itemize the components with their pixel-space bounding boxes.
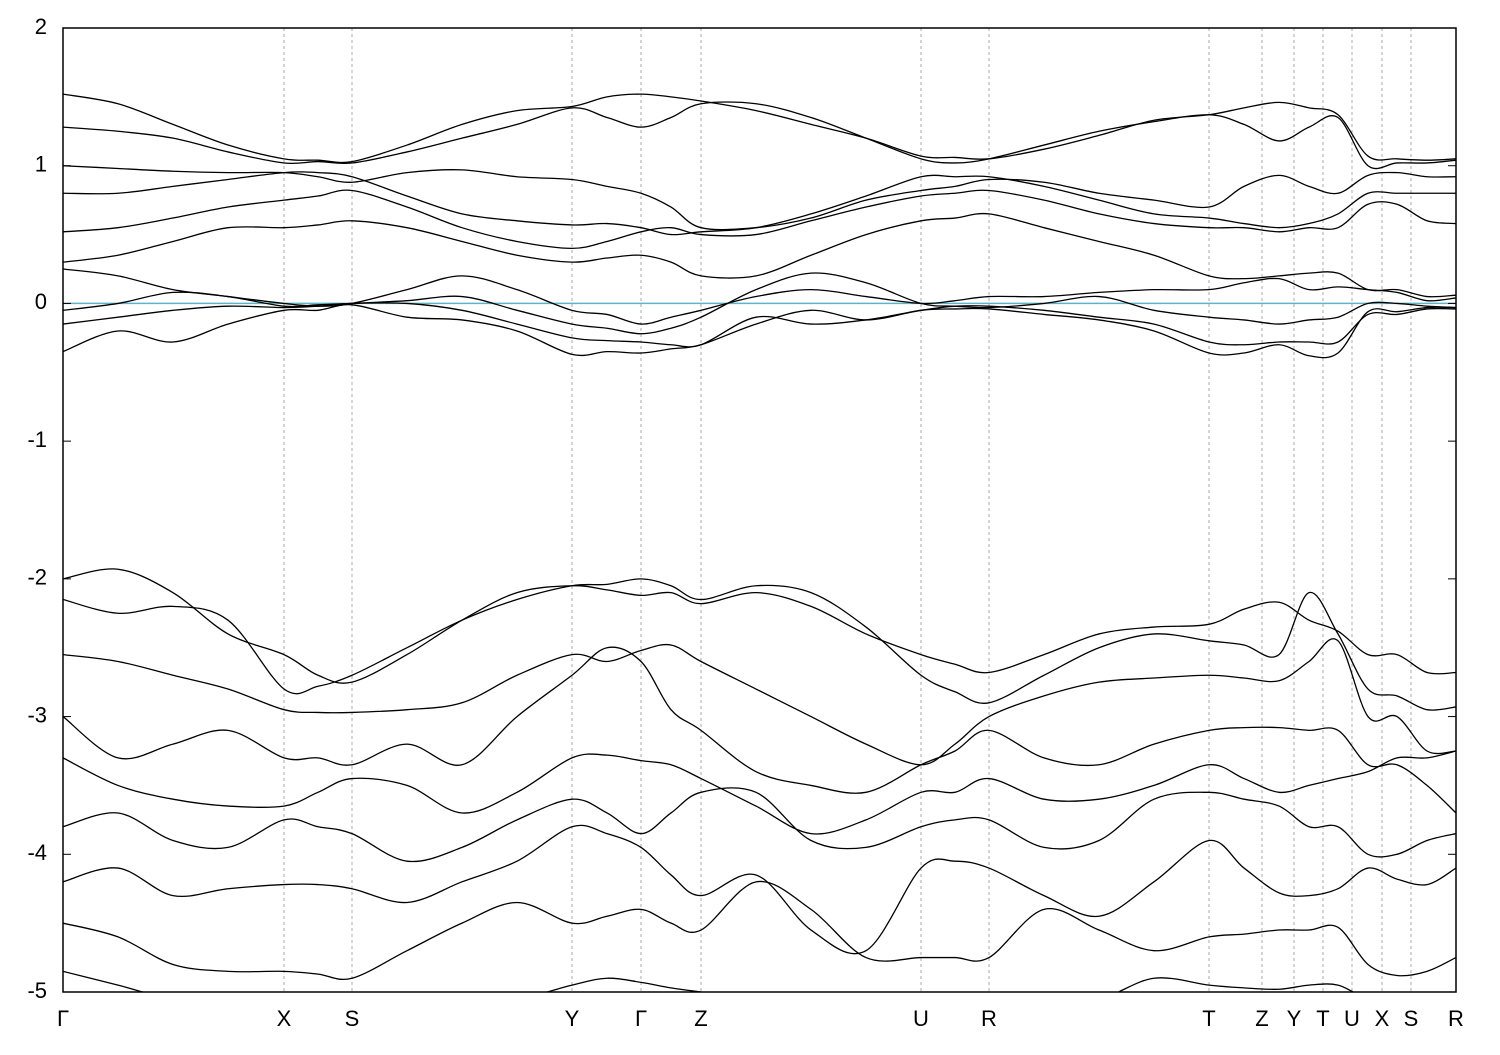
- band-line: [63, 212, 1456, 298]
- band-line: [63, 970, 1355, 992]
- band-line: [63, 93, 1456, 164]
- x-tick-label: T: [1202, 1006, 1215, 1031]
- x-tick-label: R: [981, 1006, 997, 1031]
- x-tick-label: U: [913, 1006, 929, 1031]
- band-line: [63, 268, 1456, 325]
- band-line: [63, 638, 1456, 766]
- x-tick-label: X: [277, 1006, 292, 1031]
- y-tick-label: -1: [27, 427, 47, 452]
- x-tick-label: R: [1448, 1006, 1464, 1031]
- x-tick-label: Z: [1255, 1006, 1268, 1031]
- band-line: [63, 568, 1456, 684]
- band-line: [63, 880, 1456, 981]
- band-line: [63, 272, 1456, 335]
- band-line: [63, 750, 1456, 835]
- y-tick-label: 2: [35, 14, 47, 39]
- x-tick-label: S: [1404, 1006, 1419, 1031]
- y-tick-label: 1: [35, 152, 47, 177]
- y-tick-label: 0: [35, 289, 47, 314]
- grid: [63, 28, 1456, 992]
- band-line: [63, 787, 1456, 863]
- x-tick-label: Y: [565, 1006, 580, 1031]
- y-tick-label: -5: [27, 978, 47, 1003]
- x-tick-label: Γ: [635, 1006, 647, 1031]
- x-tick-label: Γ: [57, 1006, 69, 1031]
- x-tick-label: Y: [1287, 1006, 1302, 1031]
- plot-frame: [62, 27, 1457, 993]
- band-line: [63, 302, 1456, 348]
- x-tick-label: S: [345, 1006, 360, 1031]
- x-tick-label: X: [1375, 1006, 1390, 1031]
- y-tick-label: -2: [27, 565, 47, 590]
- band-line: [63, 824, 1456, 955]
- x-tick-label: Z: [694, 1006, 707, 1031]
- y-tick-label: -4: [27, 840, 47, 865]
- x-tick-label: T: [1316, 1006, 1329, 1031]
- band-line: [63, 171, 1456, 236]
- y-tick-label: -3: [27, 702, 47, 727]
- band-line: [63, 304, 1456, 359]
- band-line: [63, 646, 1456, 814]
- band-line: [63, 578, 1456, 711]
- band-line: [63, 165, 1456, 231]
- bands: [63, 93, 1456, 992]
- band-line: [63, 189, 1456, 249]
- band-line: [63, 101, 1456, 170]
- x-tick-label: U: [1344, 1006, 1360, 1031]
